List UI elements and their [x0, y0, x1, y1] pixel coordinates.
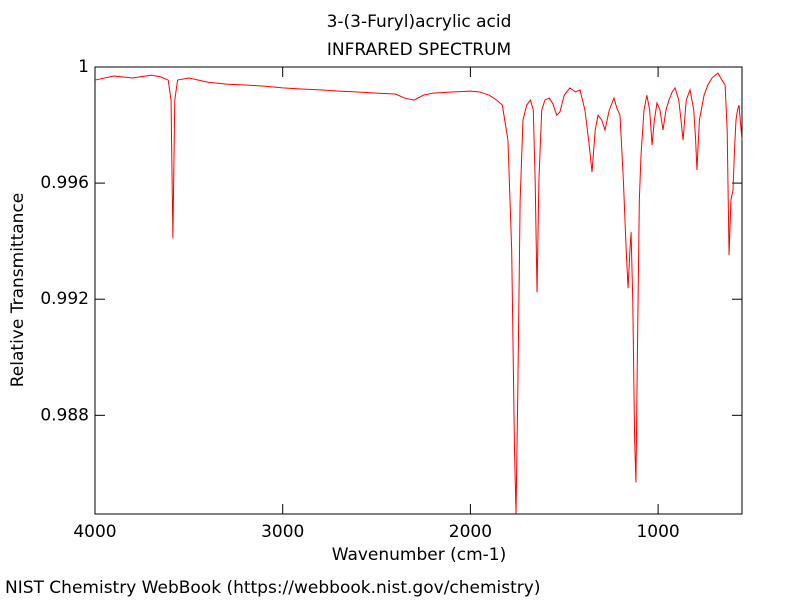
x-tick-label: 4000 — [73, 522, 116, 542]
footer: NIST Chemistry WebBook (https://webbook.… — [5, 578, 540, 598]
y-tick-label: 1 — [78, 57, 89, 77]
x-tick-label: 2000 — [449, 522, 492, 542]
y-tick-label: 0.988 — [40, 405, 89, 425]
y-tick-label: 0.996 — [40, 173, 89, 193]
y-tick-label: 0.992 — [40, 289, 89, 309]
y-axis-label: Relative Transmittance — [8, 193, 28, 388]
plot-frame — [94, 66, 743, 515]
x-tick-label: 3000 — [261, 522, 304, 542]
spectrum-line — [94, 72, 743, 514]
x-tick-label: 1000 — [636, 522, 679, 542]
x-axis-label: Wavenumber (cm-1) — [332, 545, 507, 565]
chart-title: 3-(3-Furyl)acrylic acid — [327, 12, 512, 32]
chart-subtitle: INFRARED SPECTRUM — [327, 40, 511, 60]
